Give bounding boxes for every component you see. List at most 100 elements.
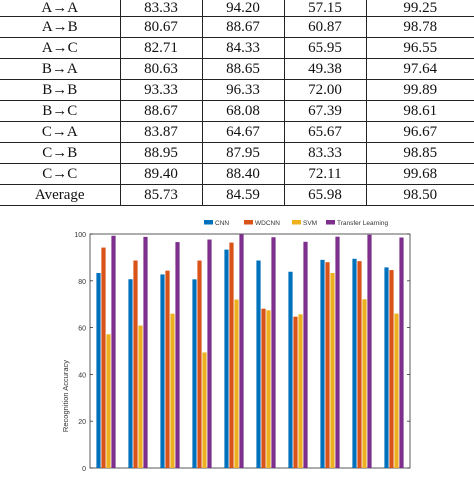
bar-transfer-learning [239,234,244,468]
bar-wdcnn [293,316,298,468]
legend-swatch [244,220,253,225]
table-cell: 99.25 [365,0,474,17]
table-cell: 72.00 [283,79,367,101]
bar-cnn [288,271,293,468]
bar-transfer-learning [175,242,180,468]
table-cell: 94.20 [201,0,285,17]
table-cell: 97.64 [365,58,474,80]
legend-swatch [292,220,301,225]
table-cell: 68.08 [201,100,285,122]
table-row: C→B 88.95 87.95 83.33 98.85 [0,142,474,164]
bar-svm [170,313,175,468]
legend-swatch [204,220,213,225]
bar-transfer-learning [143,236,148,468]
table-row: C→C 89.40 88.40 72.11 99.68 [0,163,474,185]
table-cell: 93.33 [119,79,203,101]
table-cell: 88.67 [201,16,285,38]
table-row: B→B 93.33 96.33 72.00 99.89 [0,79,474,101]
bar-svm [330,273,335,468]
y-tick-label: 0 [82,466,86,473]
table-cell: 49.38 [283,58,367,80]
table-row: A→C 82.71 84.33 65.95 96.55 [0,37,474,59]
bar-svm [394,313,399,468]
table-cell: 83.87 [119,121,203,143]
bar-svm [298,314,303,468]
table-cell: 83.33 [283,142,367,164]
bar-cnn [224,249,229,468]
table-cell: 96.55 [365,37,474,59]
table-row-label: Average [0,184,121,206]
legend-swatch [326,220,335,225]
table-cell: 99.89 [365,79,474,101]
table-cell: 98.85 [365,142,474,164]
legend-label: WDCNN [255,220,280,227]
table-cell: 89.40 [119,163,203,185]
table-cell: 87.95 [201,142,285,164]
bar-transfer-learning [303,241,308,468]
table-row-label: A→B [0,16,121,38]
bar-wdcnn [357,261,362,468]
y-tick-label: 60 [78,326,86,333]
legend-label: Transfer Learning [337,220,388,227]
table-cell: 96.67 [365,121,474,143]
plot-area-frame [89,233,411,469]
bar-svm [234,299,239,468]
bar-transfer-learning [271,237,276,468]
bar-transfer-learning [207,239,212,468]
chart-svg: 0 20 40 60 80 100 Recognition Accuracy CNN WDCNN… [61,220,411,473]
table-row-label: C→A [0,121,121,143]
table-row: B→A 80.63 88.65 49.38 97.64 [0,58,474,80]
table-row: Average 85.73 84.59 65.98 98.50 [0,184,474,206]
bar-cnn [384,267,389,468]
table-cell: 60.87 [283,16,367,38]
table-cell: 72.11 [283,163,367,185]
y-axis-label: Recognition Accuracy [61,360,70,432]
bar-wdcnn [389,270,394,468]
bar-transfer-learning [367,234,372,468]
bar-wdcnn [133,260,138,468]
table-row-label: A→C [0,37,121,59]
bar-svm [106,334,111,468]
table-cell: 85.73 [119,184,203,206]
bar-wdcnn [229,242,234,468]
bar-cnn [160,274,165,468]
y-tick-label: 100 [74,232,86,239]
table-row-label: B→B [0,79,121,101]
table-cell: 88.67 [119,100,203,122]
legend-label: SVM [303,220,317,227]
table-cell: 82.71 [119,37,203,59]
table-cell: 83.33 [119,0,203,17]
table-row-label: C→B [0,142,121,164]
table-cell: 64.67 [201,121,285,143]
table-row: A→B 80.67 88.67 60.87 98.78 [0,16,474,38]
y-tick-label: 20 [78,419,86,426]
table-cell: 84.59 [201,184,285,206]
bar-cnn [96,273,101,468]
bar-transfer-learning [111,235,116,468]
table-cell: 88.95 [119,142,203,164]
table-cell: 57.15 [283,0,367,17]
bar-wdcnn [101,247,106,468]
bar-cnn [128,279,133,468]
bar-transfer-learning [335,236,340,468]
bar-cnn [192,279,197,468]
table-cell: 98.78 [365,16,474,38]
results-table: A→A 83.33 94.20 57.15 99.25 A→B 80.67 88.67 60.8… [0,0,474,206]
table-cell: 65.98 [283,184,367,206]
bar-svm [202,352,207,468]
table-row: C→A 83.87 64.67 65.67 96.67 [0,121,474,143]
table-cell: 99.68 [365,163,474,185]
bar-cnn [352,258,357,468]
bar-svm [362,299,367,468]
table-row: B→C 88.67 68.08 67.39 98.61 [0,100,474,122]
y-tick-label: 40 [78,372,86,379]
bar-svm [138,325,143,468]
accuracy-bar-chart: 0 20 40 60 80 100 Recognition Accuracy CNN WDCNN… [0,214,474,474]
bar-transfer-learning [399,237,404,468]
table-cell: 65.67 [283,121,367,143]
legend-label: CNN [215,220,229,227]
table-cell: 84.33 [201,37,285,59]
table-body: A→A 83.33 94.20 57.15 99.25 A→B 80.67 88.67 60.8… [0,0,474,206]
table-cell: 80.63 [119,58,203,80]
y-tick-label: 80 [78,279,86,286]
